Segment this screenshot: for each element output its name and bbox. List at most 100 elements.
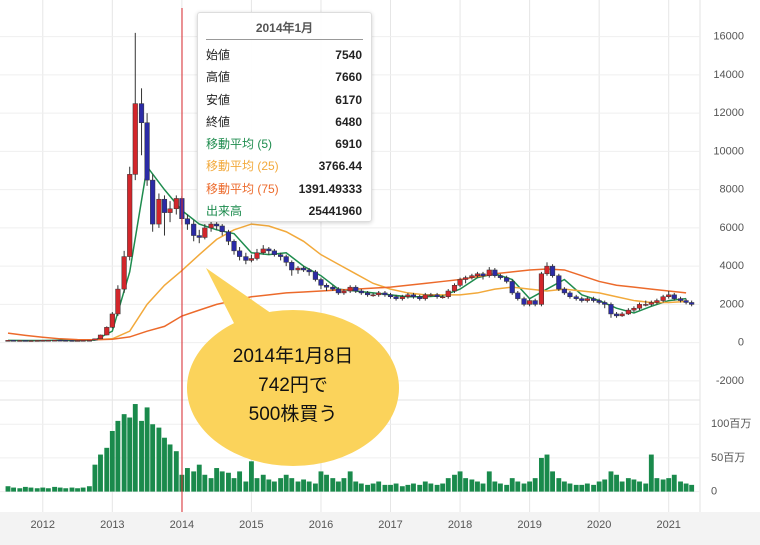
tooltip-label: 始値 [206,48,231,62]
volume-bar [370,483,376,492]
x-tick-label: 2021 [656,519,680,531]
tooltip-label: 移動平均 (25) [206,159,279,174]
candle-body [654,300,660,303]
candle-body [643,304,649,306]
tooltip-row: 移動平均 (5) 6910 [198,133,371,155]
candle-body [608,304,614,315]
candle-body [544,265,550,275]
candle-body [573,296,579,299]
volume-bar [365,484,370,492]
volume-bar [22,486,28,492]
volume-bar [561,481,567,492]
tooltip-label: 終値 [206,114,231,129]
volume-bar [596,481,602,492]
volume-bar [312,483,318,492]
tooltip-row: 終値 6480 [198,111,371,133]
volume-bar [57,487,63,492]
volume-bar [104,447,110,492]
candle-body [306,269,312,273]
plot-area: 2012 2013 2014 2015 2016 2017 2018 2019 2020 2021… [0,0,751,531]
candle-body [271,250,277,255]
candle-body [69,340,75,342]
tooltip-row: 移動平均 (25) 3766.44 [198,155,371,177]
x-axis-band [0,512,760,545]
volume-bar [480,483,486,492]
volume-bar [271,481,277,492]
candle-body [248,258,254,261]
volume-bar [648,454,654,492]
candle-body [591,298,597,301]
volume-bar [289,478,295,492]
candle-body [602,302,608,305]
candle-body [556,275,562,290]
candle-body [509,281,515,294]
volume-bar [388,484,393,492]
candle-body [469,275,475,278]
volume-bar [306,481,312,492]
candle-body [445,290,451,297]
volume-bar [191,471,197,492]
candle-body [219,225,225,232]
volume-bar [254,478,260,492]
candle-body [10,340,17,342]
volume-bar [28,487,34,492]
candle-body [28,340,34,342]
candle-body [17,340,23,342]
candle-body [596,300,602,303]
volume-bar [411,483,416,492]
candle-body [45,339,51,342]
x-tick-label: 2017 [378,519,402,531]
volume-bar [127,417,133,492]
tooltip-value: 6170 [335,92,362,107]
candle-body [619,313,625,317]
candle-body [74,340,81,342]
candle-body [677,298,684,301]
volume-bar [237,471,243,492]
volume-bar [678,481,683,492]
volume-bar [544,454,550,492]
candle-body [150,179,156,225]
candle-body [312,271,318,280]
volume-bar [666,478,672,492]
volume-bar [521,483,527,492]
candle-body [109,313,115,328]
y-tick-label: -2000 [716,375,744,387]
volume-bar [335,481,341,492]
candle-body [127,174,133,257]
volume-bar [5,486,11,492]
volume-bar [231,478,237,492]
annotation-line: 2014年1月8日 [233,345,353,367]
volume-bar [556,478,562,492]
y-tick-label: 0 [738,337,744,349]
volume-bar [109,430,115,492]
candle-body [492,269,498,276]
candle-body [480,273,486,276]
volume-bar [440,483,446,492]
tooltip-row: 安値 6170 [198,89,371,111]
candle-body [225,231,232,242]
candle-body [323,285,330,288]
volume-bar [214,468,220,492]
candle-body [138,103,145,123]
candle-body [266,248,272,252]
moving-average-line [7,268,687,341]
volume-bar [532,478,538,492]
volume-bar [318,471,324,492]
candle-body [625,309,631,315]
candle-body [5,340,11,342]
y-tick-label: 16000 [713,31,744,43]
tooltip-row: 始値 7540 [198,44,371,66]
volume-bar [347,471,353,492]
volume-bar [399,486,405,492]
tooltip-value: 6910 [335,137,362,152]
volume-bar [86,486,92,492]
candle-body [237,250,243,257]
volume-bar [196,464,202,492]
volume-bar [52,486,58,492]
candle-body [486,269,492,276]
volume-bar [486,471,492,492]
volume-bar [428,483,434,492]
candle-body [434,294,440,297]
